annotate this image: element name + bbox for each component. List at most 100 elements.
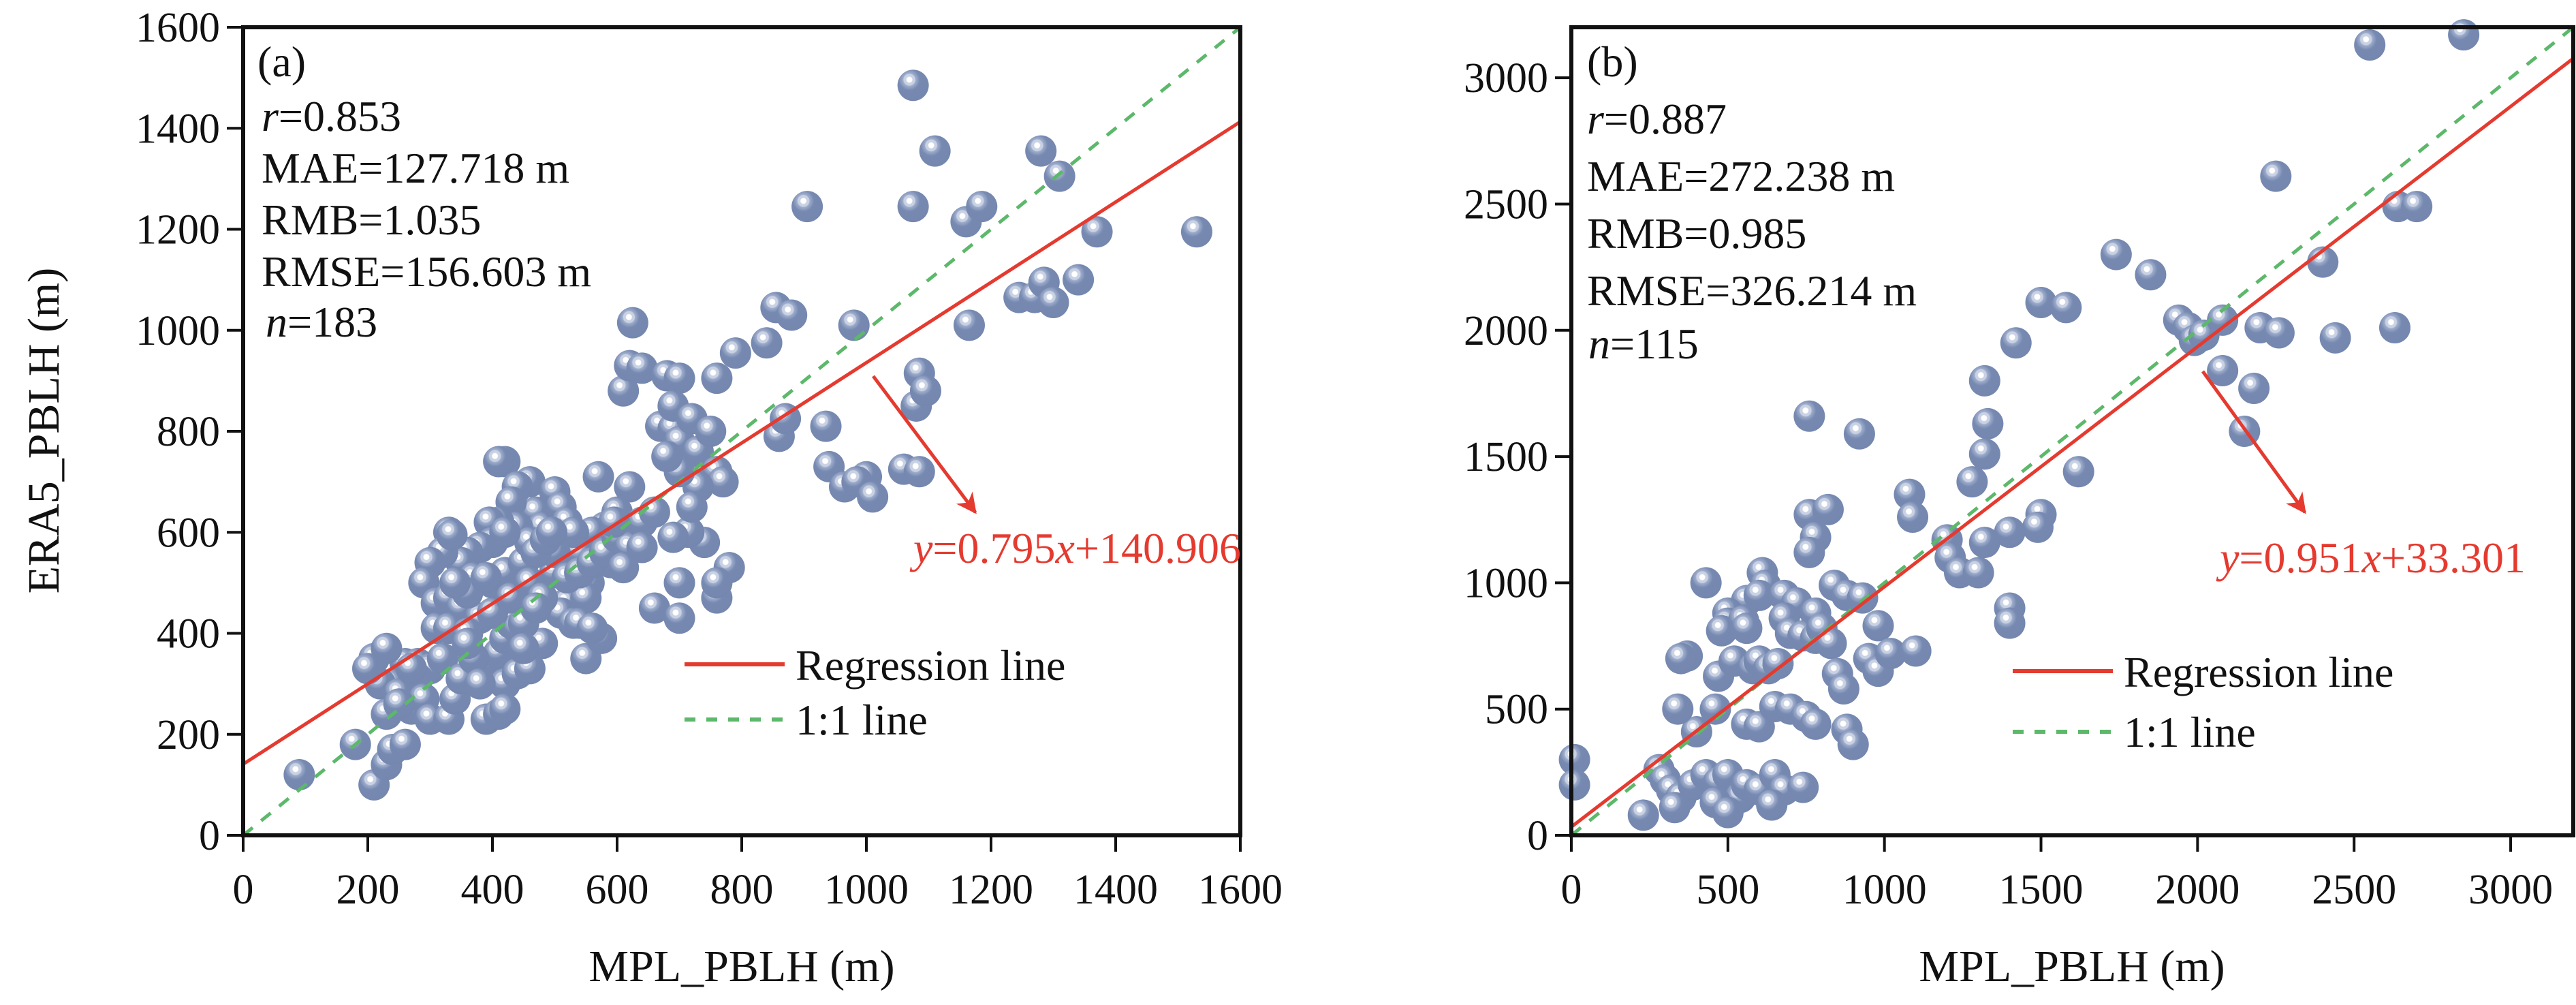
stat-n-value-b: =115 [1610, 320, 1699, 368]
data-point [1558, 769, 1590, 801]
data-point [2354, 29, 2386, 61]
panel-label-a: (a) [257, 37, 306, 86]
data-point [1627, 799, 1659, 831]
equation-arrow-b [2201, 370, 2307, 514]
stat-n-b: n=115 [1588, 320, 1699, 368]
y-tick-label: 2000 [1464, 308, 1548, 354]
data-point [626, 352, 658, 384]
data-point [2401, 191, 2433, 223]
x-tick-label: 2500 [2312, 867, 2396, 913]
data-point [439, 567, 471, 599]
regression-line [242, 120, 1242, 766]
data-point [1180, 216, 1212, 248]
data-point [520, 592, 552, 624]
data-point [638, 592, 670, 624]
x-tick-label: 1500 [1999, 867, 2084, 913]
data-point [1827, 673, 1859, 705]
data-point [2100, 238, 2132, 270]
data-point [2448, 19, 2480, 51]
data-point [663, 362, 695, 395]
x-tick-label: 400 [461, 867, 524, 913]
data-point [1812, 493, 1844, 525]
data-point [383, 688, 415, 720]
data-point [903, 456, 935, 488]
stat-r-a: r=0.853 [262, 92, 401, 140]
data-point [657, 521, 689, 553]
data-point [1968, 365, 2000, 397]
data-point [507, 632, 539, 664]
data-point [614, 471, 646, 503]
fit-lines-b [1570, 26, 2575, 837]
eq-slope-b: =0.951 [2239, 534, 2361, 582]
y-tick-label: 800 [157, 409, 220, 455]
data-point [1712, 797, 1744, 829]
x-tick-label: 500 [1696, 867, 1759, 913]
data-point [2135, 259, 2167, 291]
data-point [1665, 643, 1697, 675]
stat-r-b: r=0.887 [1587, 95, 1727, 143]
equation-arrow-a [872, 375, 977, 514]
fit-lines-a [242, 26, 1242, 837]
stat-mae-a: MAE=127.718 m [262, 144, 569, 192]
data-point [2207, 304, 2239, 336]
x-tick-label: 1600 [1198, 867, 1283, 913]
data-point [557, 516, 589, 548]
data-point [1743, 579, 1775, 611]
data-point [919, 135, 951, 167]
data-point [1956, 466, 1988, 498]
data-point [1731, 613, 1763, 645]
data-point [1815, 628, 1847, 660]
data-point [897, 191, 929, 223]
data-point [616, 307, 648, 339]
data-point [582, 461, 614, 493]
x-tick-label: 1000 [824, 867, 909, 913]
data-point [1874, 638, 1906, 670]
data-point [283, 759, 315, 791]
data-point [663, 602, 695, 634]
stat-n-symbol-a: n [266, 298, 287, 346]
data-point [535, 516, 567, 548]
stat-n-value-a: =183 [287, 298, 377, 346]
data-point [1900, 635, 1932, 667]
y-tick-label: 1000 [1464, 560, 1548, 606]
y-tick-label: 0 [199, 813, 220, 859]
data-point [1994, 516, 2026, 548]
data-point [2000, 327, 2032, 359]
panel-label-b: (b) [1587, 37, 1638, 86]
data-point [1968, 527, 2000, 559]
x-tick-label: 1000 [1842, 867, 1927, 913]
y-tick-label: 1500 [1464, 434, 1548, 480]
stat-r-value-b: =0.887 [1604, 95, 1727, 143]
y-tick-label: 400 [157, 611, 220, 658]
data-point [1762, 647, 1794, 679]
data-point [371, 632, 403, 664]
axes-b: 0 500 1000 1500 2000 2500 3000 0 500 1000 1500 2000… [1464, 25, 2575, 913]
data-point [2263, 317, 2295, 349]
stat-rmse-a: RMSE=156.603 m [262, 247, 591, 296]
x-tick-label: 1400 [1073, 867, 1158, 913]
x-tick-label: 600 [586, 867, 649, 913]
legend-regression-label-a: Regression line [796, 641, 1065, 690]
data-point [751, 327, 783, 359]
stat-r-value-a: =0.853 [279, 92, 401, 140]
data-point [707, 466, 739, 498]
eq-slope-a: =0.795 [932, 524, 1055, 572]
data-point [464, 668, 496, 700]
x-axis-title-b: MPL_PBLH (m) [1919, 942, 2225, 991]
eq-x-b: x [2361, 534, 2381, 582]
data-point [2022, 511, 2054, 543]
data-point [1862, 610, 1894, 642]
eq-x-a: x [1055, 524, 1075, 572]
axes-a: 0 200 400 600 800 1000 1200 1400 1600 0 200 400 600 8… [136, 5, 1283, 913]
data-point [489, 516, 521, 548]
data-point [608, 375, 640, 407]
data-point [953, 309, 985, 341]
data-point [651, 441, 683, 473]
data-point [426, 643, 458, 675]
data-point [570, 582, 602, 614]
regression-equation-a: y=0.795x+140.906 [909, 524, 1241, 572]
panel-a: 0 200 400 600 800 1000 1200 1400 1600 0 200 400 600 8… [19, 5, 1283, 991]
data-point [626, 531, 658, 563]
regression-line [1570, 57, 2575, 829]
